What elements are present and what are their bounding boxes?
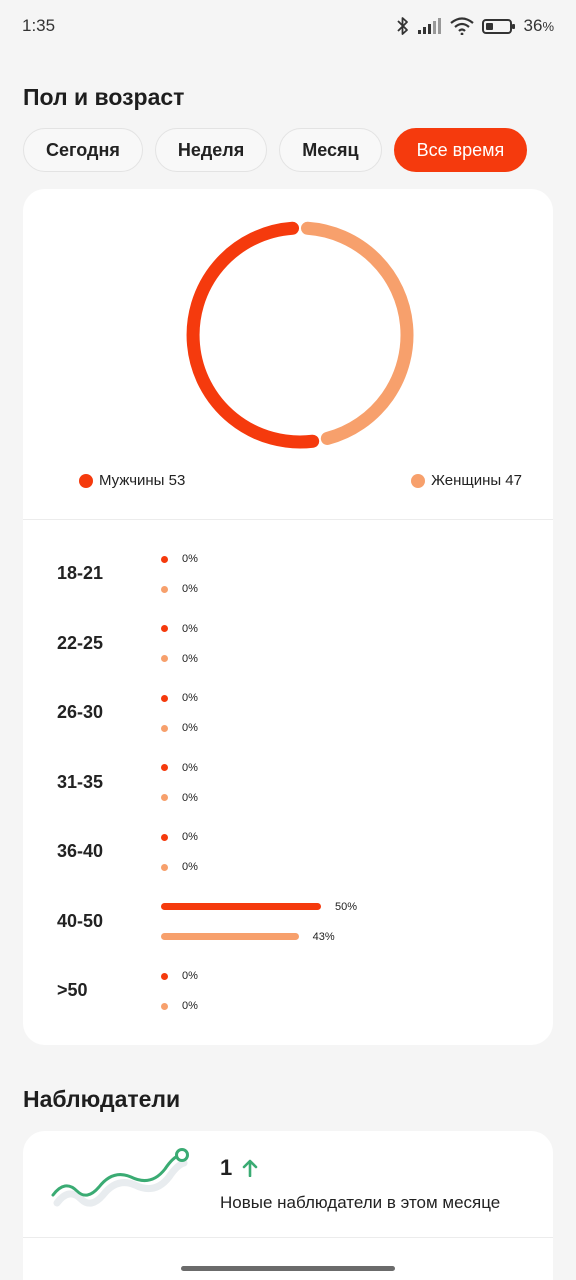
legend-female: Женщины 47 [411,472,522,489]
age-bar-percent-male: 0% [182,553,198,565]
battery-icon [481,18,515,34]
age-bar-percent-male: 0% [182,970,198,982]
observers-count: 1 [220,1155,258,1181]
observers-count-value: 1 [220,1155,233,1180]
age-bar-row-female: 0% [161,861,198,873]
age-bar-row-male: 50% [161,901,357,913]
age-bar-male [161,972,168,980]
age-bar-row-male: 0% [161,692,198,704]
section-title-gender-age: Пол и возраст [23,84,185,110]
period-tabs: Сегодня Неделя Месяц Все время [23,128,528,172]
status-bar: 1:35 36% [0,0,576,52]
legend-dot-male [79,473,93,488]
age-bar-row-male: 0% [161,762,198,774]
age-bar-female [161,933,299,940]
age-bar-row-female: 0% [161,583,198,595]
age-bar-percent-male: 0% [182,622,198,635]
donut-slice-female [300,221,414,445]
legend-label-female: Женщины 47 [431,472,522,489]
age-bar-percent-male: 0% [182,692,198,704]
age-bar-female [161,655,168,662]
card-divider [23,519,553,520]
legend-label-male: Мужчины 53 [99,472,186,489]
age-bar-row-female: 0% [161,792,198,804]
observers-card[interactable]: 1 Новые наблюдатели в этом месяце [23,1131,553,1280]
donut-slice-male [186,221,320,449]
age-bar-percent-female: 0% [182,652,198,665]
age-bar-male [161,903,321,910]
age-bar-male [161,694,168,702]
age-bar-percent-male: 50% [335,900,358,913]
age-label: 36-40 [57,841,104,861]
age-bar-row-male: 0% [161,553,198,565]
trend-line-icon [51,1148,189,1207]
tab-week[interactable]: Неделя [154,128,268,172]
age-bar-female [161,585,168,593]
age-bar-percent-female: 0% [182,722,198,734]
age-label: 22-25 [57,632,104,653]
age-bar-row-female: 0% [161,1000,198,1012]
status-time: 1:35 [22,16,56,35]
age-bar-row-male: 0% [161,831,198,843]
age-label: 26-30 [57,702,104,722]
section-title-observers: Наблюдатели [23,1086,181,1112]
signal-icon [417,18,441,34]
age-bar-percent-male: 0% [182,761,198,774]
age-bar-row-male: 0% [161,970,198,982]
legend-male: Мужчины 53 [79,472,185,489]
age-bar-male [161,764,168,771]
tab-month[interactable]: Месяц [279,128,382,172]
age-bar-female [161,724,168,732]
age-bar-female [161,794,168,801]
age-bar-percent-female: 0% [182,1000,198,1012]
battery-percent: 36% [523,16,554,35]
age-label: 18-21 [57,563,104,583]
age-bar-percent-male: 0% [182,831,198,843]
gender-donut-chart [186,221,414,449]
tab-all-time[interactable]: Все время [393,128,528,172]
age-bar-female [161,1002,168,1010]
arrow-up-icon [242,1159,258,1177]
status-icons: 36% [396,16,554,36]
age-bar-male [161,555,168,563]
age-bar-percent-female: 0% [182,583,198,595]
age-bar-percent-female: 0% [182,791,198,804]
age-bar-row-female: 43% [161,931,335,943]
gender-age-card: Мужчины 53 Женщины 47 18-21 0% 0% 22-25 0% 0%… [23,189,553,1045]
observers-divider [23,1237,553,1238]
tab-today[interactable]: Сегодня [23,128,143,172]
age-bar-percent-female: 0% [182,861,198,873]
legend-dot-female [411,473,426,488]
age-bar-row-female: 0% [161,722,198,734]
age-bar-male [161,625,168,632]
home-indicator[interactable] [181,1266,395,1271]
age-bar-female [161,863,168,871]
wifi-icon [449,17,474,35]
age-label: >50 [57,980,88,1000]
age-bar-row-male: 0% [161,623,198,635]
age-label: 40-50 [57,910,104,931]
age-bar-male [161,833,168,841]
observers-description: Новые наблюдатели в этом месяце [220,1193,501,1212]
battery-level [485,22,494,30]
age-bar-row-female: 0% [161,653,198,665]
age-bar-percent-female: 43% [312,930,335,943]
age-label: 31-35 [57,771,104,792]
bluetooth-icon [396,17,408,35]
